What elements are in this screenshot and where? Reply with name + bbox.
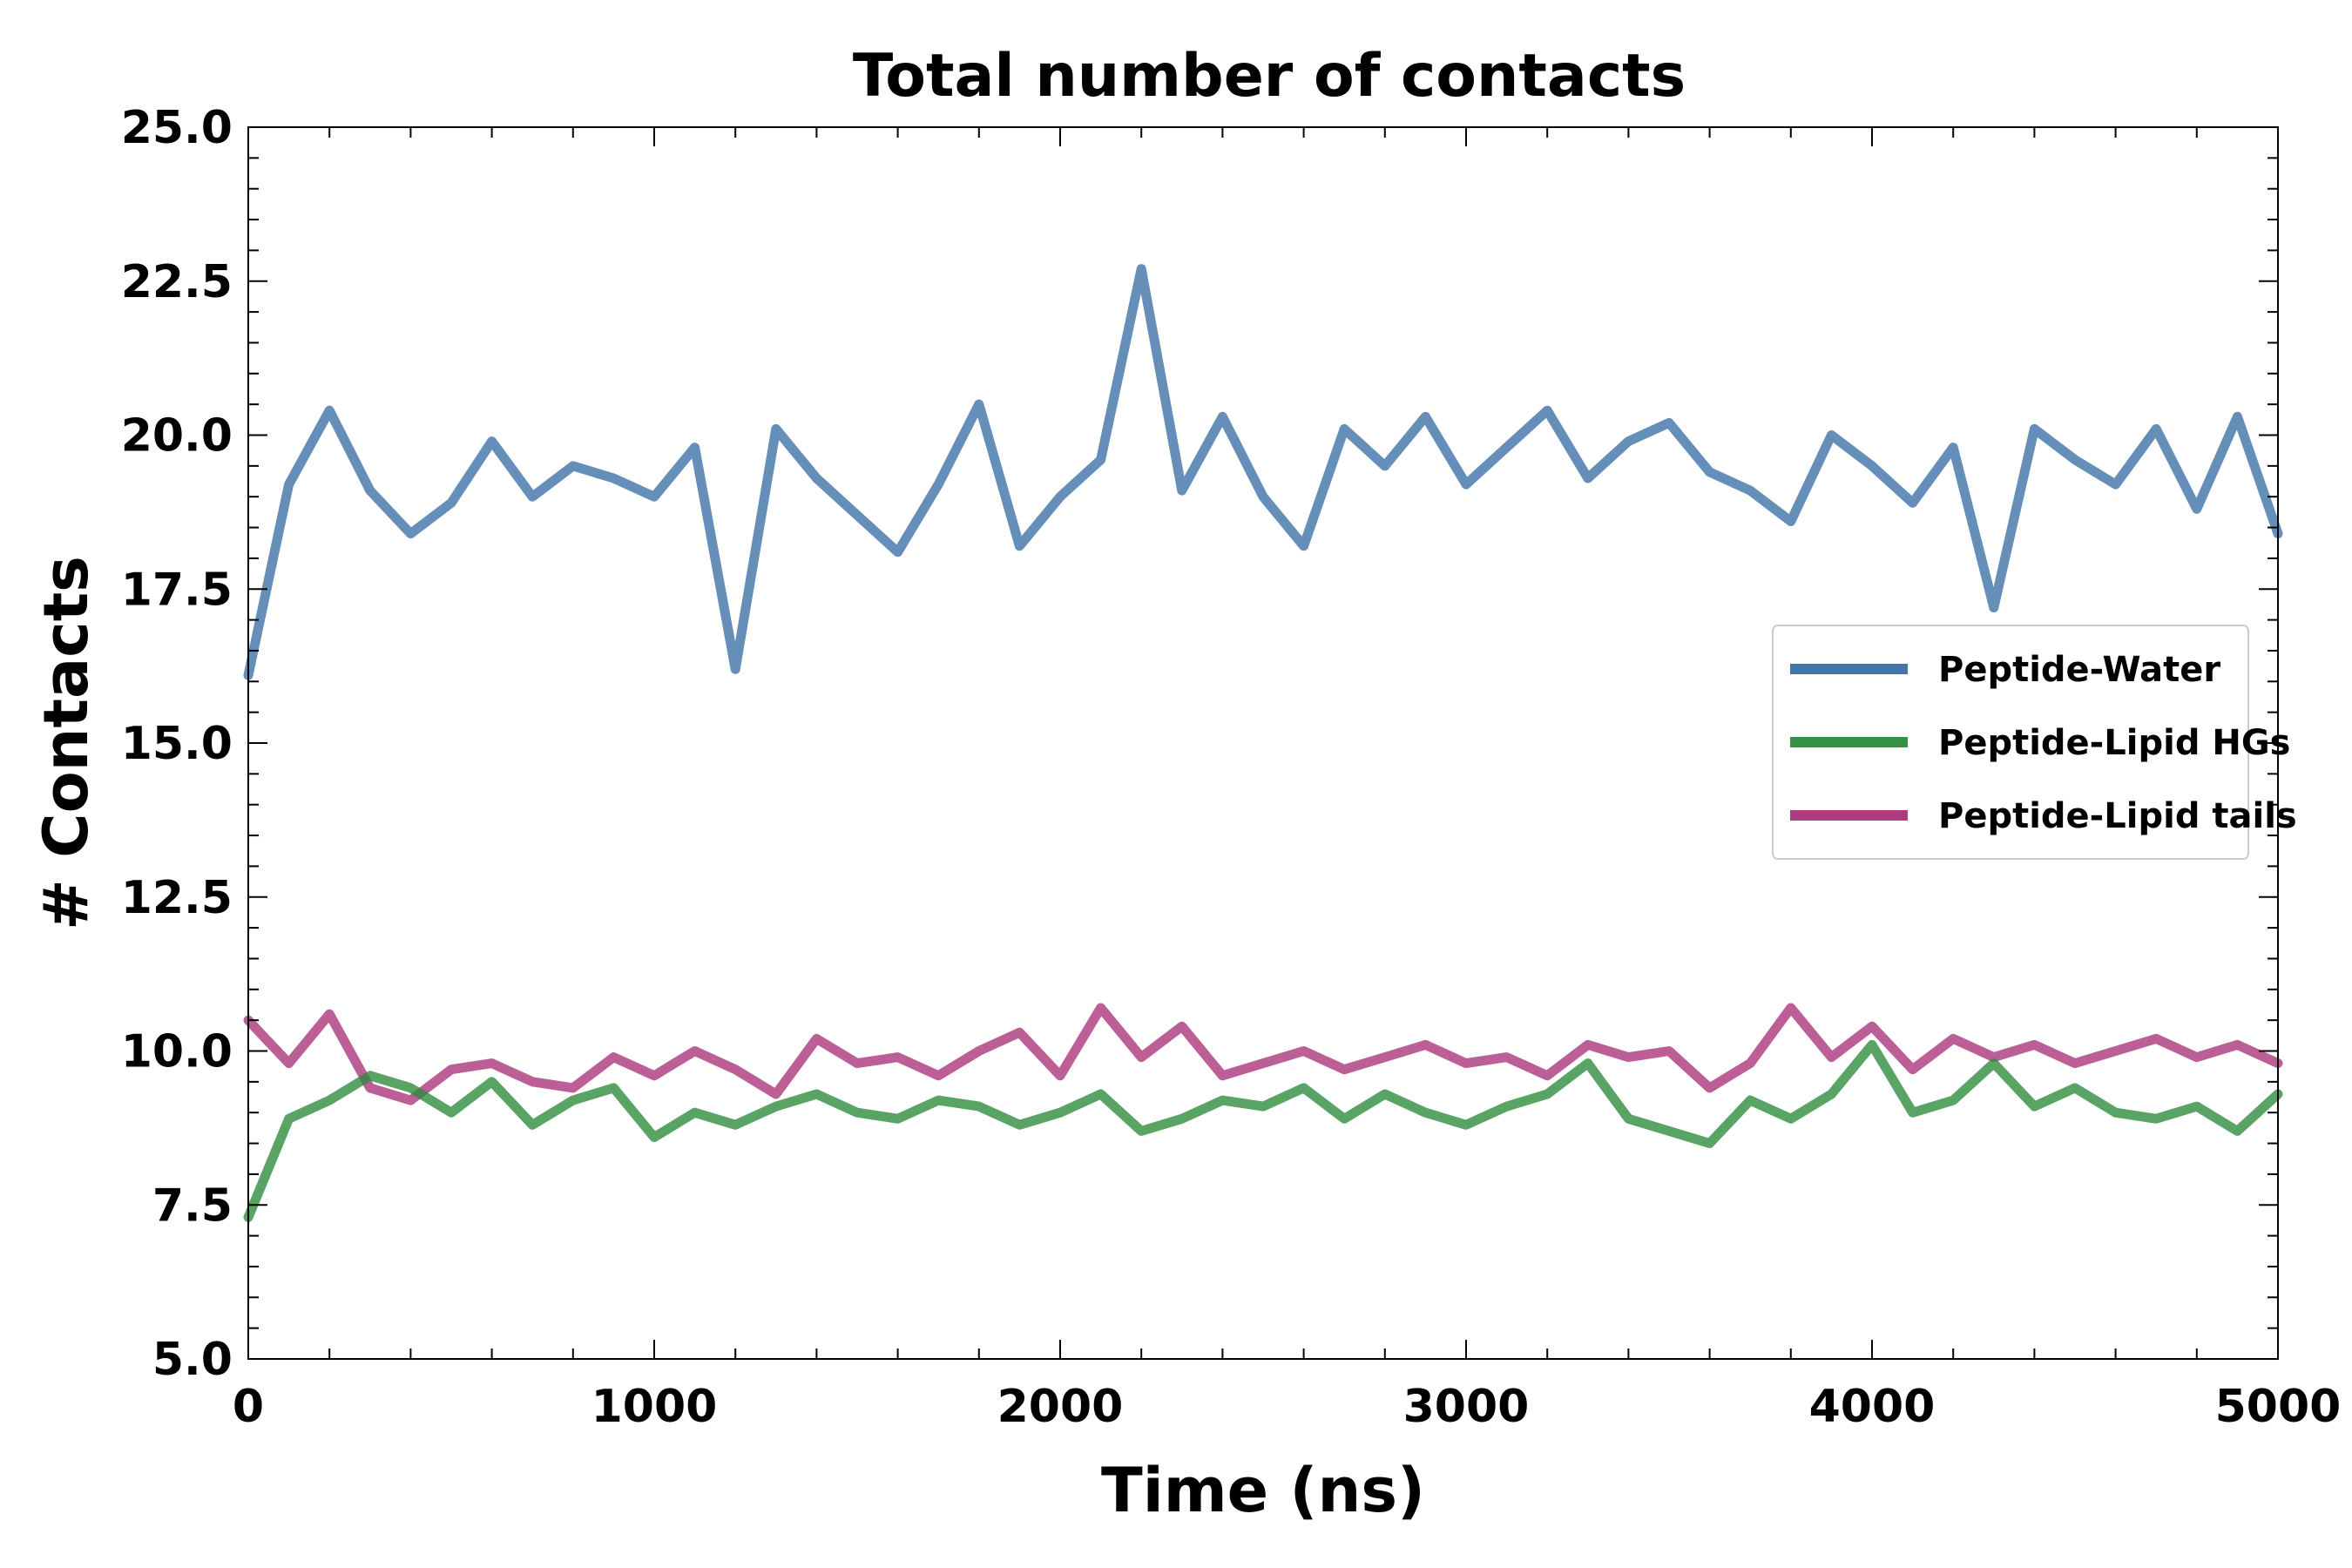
x-tick-label: 0 — [233, 1381, 264, 1433]
series-layer — [243, 264, 2283, 1222]
x-tick-label: 2000 — [997, 1381, 1124, 1433]
series-line-3 — [243, 1003, 2283, 1105]
legend-label-2: Peptide-Lipid HGs — [1938, 723, 2291, 763]
x-axis-label: Time (ns) — [1101, 1455, 1425, 1526]
y-tick-label: 22.5 — [121, 256, 233, 308]
ticks-layer: 0 1000 2000 3000 4000 5000 5.0 7.5 10.0 12.5 15.0 1… — [121, 102, 2342, 1433]
x-tick-label: 4000 — [1809, 1381, 1936, 1433]
y-tick-label: 10.0 — [121, 1026, 233, 1078]
y-tick-label: 5.0 — [152, 1334, 233, 1386]
legend-box — [1772, 625, 2249, 860]
series-line-2 — [243, 1039, 2283, 1222]
legend-label-1: Peptide-Water — [1938, 650, 2220, 690]
legend: Peptide-Water Peptide-Lipid HGs Peptide-Li… — [1772, 625, 2297, 860]
y-tick-label: 7.5 — [152, 1179, 233, 1232]
y-tick-label: 20.0 — [121, 410, 233, 463]
x-tick-label: 3000 — [1403, 1381, 1530, 1433]
x-tick-label: 5000 — [2215, 1381, 2342, 1433]
y-tick-label: 12.5 — [121, 872, 233, 924]
chart-title: Total number of contacts — [853, 42, 1686, 111]
y-tick-label: 25.0 — [121, 102, 233, 154]
y-tick-label: 17.5 — [121, 564, 233, 616]
y-axis-label: # Contacts — [30, 556, 102, 930]
x-tick-label: 1000 — [591, 1381, 718, 1433]
series-line-1 — [243, 264, 2283, 680]
y-tick-label: 15.0 — [121, 718, 233, 770]
plot-area: 0 1000 2000 3000 4000 5000 5.0 7.5 10.0 12.5 15.0 1… — [121, 102, 2342, 1433]
legend-label-3: Peptide-Lipid tails — [1938, 796, 2297, 836]
